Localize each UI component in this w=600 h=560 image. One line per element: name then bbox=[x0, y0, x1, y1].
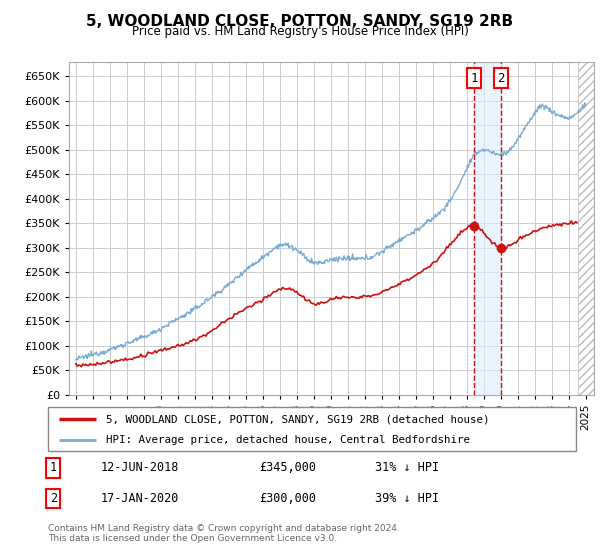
Text: Price paid vs. HM Land Registry's House Price Index (HPI): Price paid vs. HM Land Registry's House … bbox=[131, 25, 469, 38]
Text: 2: 2 bbox=[497, 72, 505, 85]
Text: Contains HM Land Registry data © Crown copyright and database right 2024.
This d: Contains HM Land Registry data © Crown c… bbox=[48, 524, 400, 543]
Text: 1: 1 bbox=[50, 461, 57, 474]
Text: 2: 2 bbox=[50, 492, 57, 505]
FancyBboxPatch shape bbox=[48, 407, 576, 451]
Text: HPI: Average price, detached house, Central Bedfordshire: HPI: Average price, detached house, Cent… bbox=[106, 435, 470, 445]
Bar bbox=[474, 62, 501, 395]
Text: 5, WOODLAND CLOSE, POTTON, SANDY, SG19 2RB (detached house): 5, WOODLAND CLOSE, POTTON, SANDY, SG19 2… bbox=[106, 414, 490, 424]
Text: 31% ↓ HPI: 31% ↓ HPI bbox=[376, 461, 439, 474]
Text: 5, WOODLAND CLOSE, POTTON, SANDY, SG19 2RB: 5, WOODLAND CLOSE, POTTON, SANDY, SG19 2… bbox=[86, 14, 514, 29]
Bar bbox=[578, 62, 594, 395]
Text: 1: 1 bbox=[470, 72, 478, 85]
Text: 17-JAN-2020: 17-JAN-2020 bbox=[101, 492, 179, 505]
Text: 12-JUN-2018: 12-JUN-2018 bbox=[101, 461, 179, 474]
Text: £300,000: £300,000 bbox=[259, 492, 316, 505]
Text: £345,000: £345,000 bbox=[259, 461, 316, 474]
Text: 39% ↓ HPI: 39% ↓ HPI bbox=[376, 492, 439, 505]
